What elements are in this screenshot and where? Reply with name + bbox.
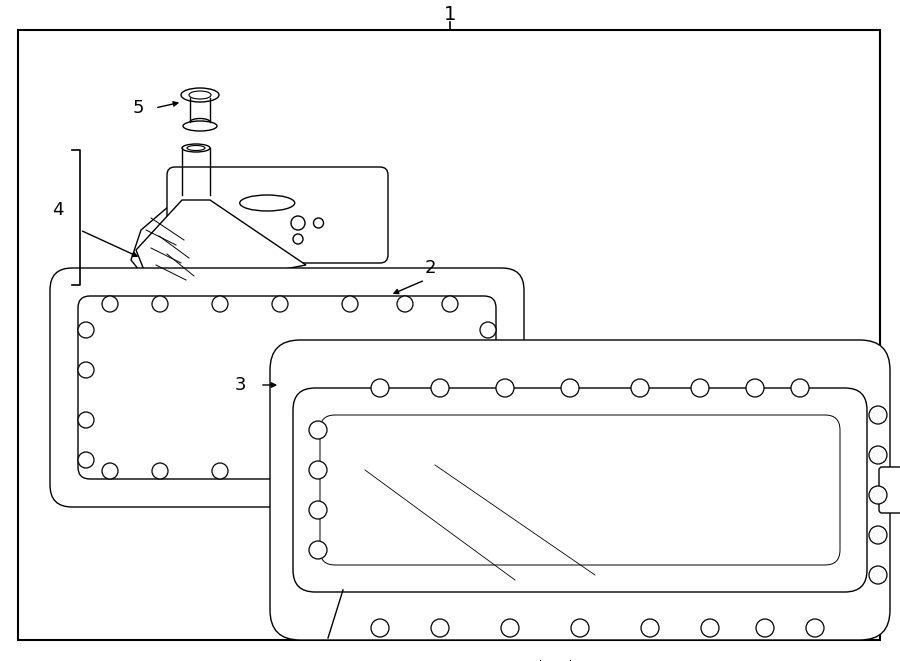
FancyBboxPatch shape [50,268,524,507]
Circle shape [272,296,288,312]
Circle shape [212,463,228,479]
Circle shape [293,234,303,244]
Circle shape [78,452,94,468]
Circle shape [442,463,458,479]
Ellipse shape [239,195,295,211]
Circle shape [641,619,659,637]
FancyBboxPatch shape [293,388,867,592]
Text: 2: 2 [424,259,436,277]
Text: 5: 5 [132,99,144,117]
FancyBboxPatch shape [270,340,890,640]
Polygon shape [131,195,306,285]
Circle shape [309,501,327,519]
Circle shape [480,452,496,468]
Ellipse shape [183,121,217,131]
Circle shape [869,446,887,464]
Circle shape [397,296,413,312]
Circle shape [869,526,887,544]
Circle shape [480,412,496,428]
FancyBboxPatch shape [879,467,900,513]
Circle shape [313,218,323,228]
Circle shape [342,463,358,479]
Circle shape [78,362,94,378]
Circle shape [701,619,719,637]
Circle shape [691,379,709,397]
Circle shape [78,322,94,338]
Circle shape [431,379,449,397]
Circle shape [152,463,168,479]
FancyBboxPatch shape [78,296,496,479]
Circle shape [756,619,774,637]
Circle shape [806,619,824,637]
Circle shape [571,619,589,637]
Circle shape [152,296,168,312]
Circle shape [496,379,514,397]
Circle shape [869,406,887,424]
Circle shape [480,322,496,338]
Ellipse shape [189,91,211,99]
FancyBboxPatch shape [320,415,840,565]
Circle shape [561,379,579,397]
Circle shape [631,379,649,397]
Circle shape [309,421,327,439]
Circle shape [791,379,809,397]
FancyBboxPatch shape [167,167,388,263]
Circle shape [746,379,764,397]
Circle shape [309,541,327,559]
Text: 1: 1 [444,5,456,24]
Circle shape [442,296,458,312]
Circle shape [371,619,389,637]
Circle shape [291,216,305,230]
Polygon shape [136,200,306,283]
Circle shape [501,619,519,637]
Circle shape [78,412,94,428]
Circle shape [102,296,118,312]
Circle shape [431,619,449,637]
Ellipse shape [187,145,205,151]
Circle shape [102,463,118,479]
Circle shape [272,463,288,479]
Ellipse shape [190,118,210,126]
Circle shape [480,362,496,378]
Text: 3: 3 [234,376,246,394]
Circle shape [371,379,389,397]
Circle shape [309,461,327,479]
Circle shape [342,296,358,312]
Circle shape [869,486,887,504]
Ellipse shape [182,144,210,152]
FancyBboxPatch shape [278,372,312,398]
Circle shape [397,463,413,479]
Circle shape [212,296,228,312]
Ellipse shape [182,191,210,199]
Circle shape [869,566,887,584]
Text: 4: 4 [52,201,64,219]
Ellipse shape [181,88,219,102]
